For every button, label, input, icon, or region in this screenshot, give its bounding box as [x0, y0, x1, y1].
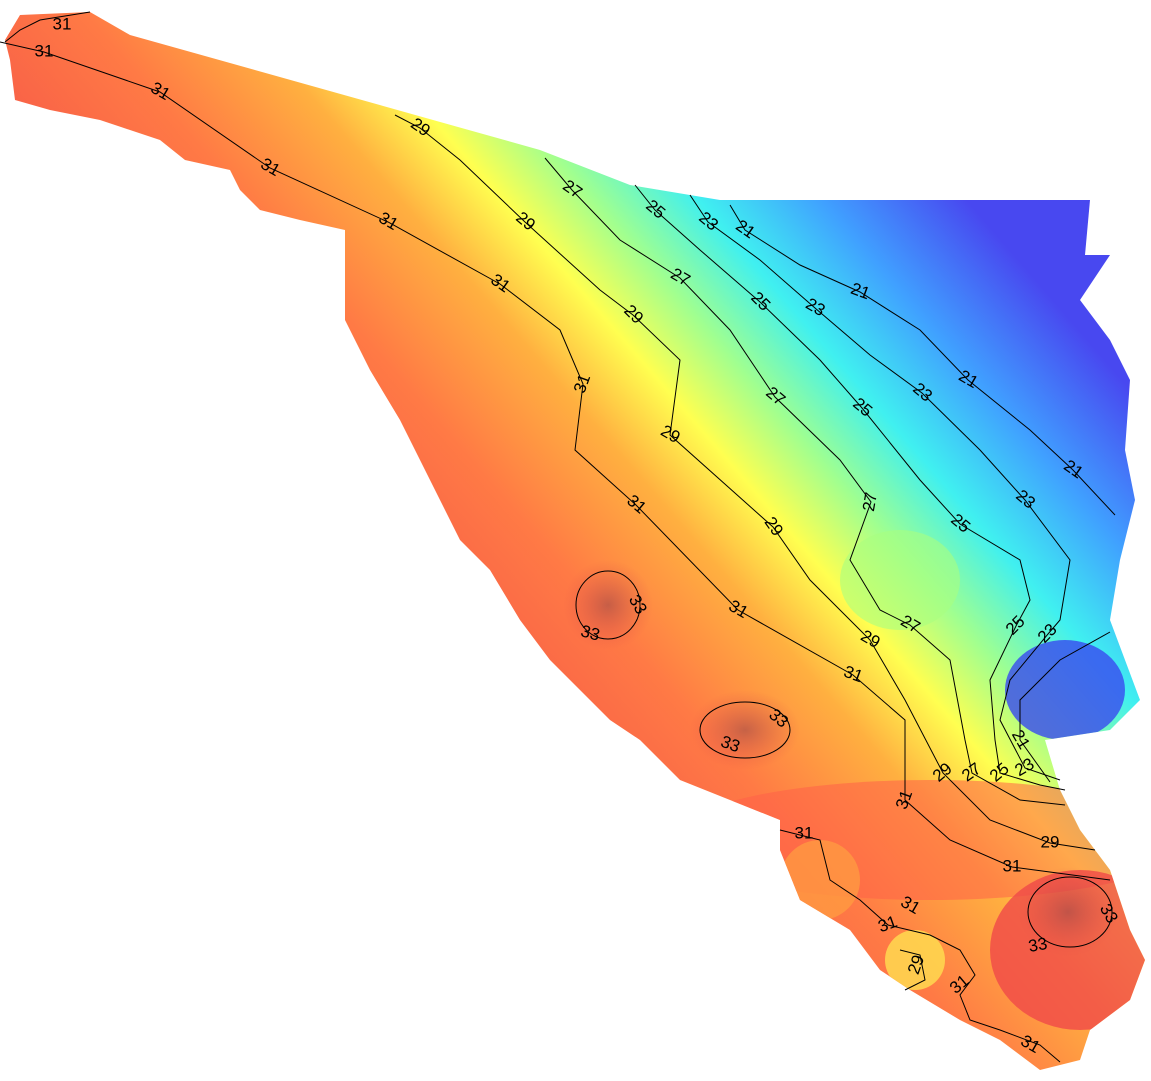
contour-label: 31: [1003, 856, 1022, 875]
contour-label: 33: [579, 621, 602, 644]
contour-label: 33: [1027, 934, 1049, 956]
contour-label: 31: [53, 14, 72, 33]
contour-label: 31: [795, 823, 814, 842]
contour-label: 29: [1041, 832, 1060, 851]
contour-label: 27: [859, 491, 881, 513]
contour-lines: [0, 11, 1116, 1063]
contour-label: 31: [35, 41, 54, 60]
